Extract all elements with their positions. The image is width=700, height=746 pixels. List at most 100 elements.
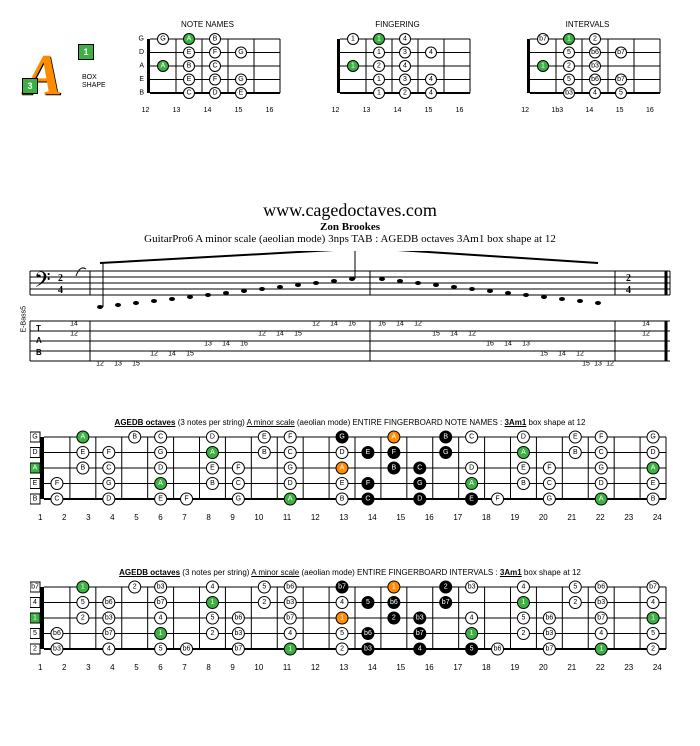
svg-text:b3: b3: [416, 615, 424, 622]
svg-text:G: G: [417, 480, 422, 487]
svg-text:5: 5: [573, 584, 577, 591]
svg-text:b7: b7: [649, 584, 657, 591]
mini-diagram-intervals: INTERVALSb7125b6b712b35b6b7b345121b31415…: [510, 20, 665, 114]
svg-text:14: 14: [558, 351, 566, 358]
svg-text:5: 5: [33, 630, 37, 637]
fullboard-header-notes: AGEDB octaves (3 notes per string) A min…: [30, 418, 670, 427]
svg-text:12: 12: [150, 351, 158, 358]
svg-text:1: 1: [470, 630, 474, 637]
svg-text:2: 2: [567, 63, 571, 70]
svg-text:5: 5: [262, 584, 266, 591]
notes-bar1: [76, 251, 355, 309]
svg-text:D: D: [340, 449, 345, 456]
svg-text:4: 4: [470, 615, 474, 622]
svg-text:b3: b3: [286, 599, 294, 606]
svg-text:b7: b7: [31, 584, 39, 591]
svg-text:b3: b3: [597, 599, 605, 606]
svg-text:D: D: [212, 90, 217, 97]
svg-text:12: 12: [312, 321, 320, 328]
svg-text:1: 1: [288, 646, 292, 653]
svg-text:1: 1: [33, 615, 37, 622]
svg-text:b3: b3: [468, 584, 476, 591]
svg-text:14: 14: [330, 321, 338, 328]
svg-text:b6: b6: [591, 49, 599, 56]
svg-text:C: C: [106, 465, 111, 472]
svg-text:G: G: [158, 449, 163, 456]
svg-text:1: 1: [651, 615, 655, 622]
svg-text:b6: b6: [105, 599, 113, 606]
svg-text:15: 15: [540, 351, 548, 358]
svg-text:2: 2: [33, 646, 37, 653]
svg-text:b6: b6: [545, 615, 553, 622]
svg-text:A: A: [187, 36, 192, 43]
svg-text:2: 2: [58, 273, 63, 284]
svg-text:G: G: [106, 480, 111, 487]
svg-text:5: 5: [567, 76, 571, 83]
svg-text:13: 13: [204, 341, 212, 348]
fret-numbers: 123456789101112131415161718192021222324: [38, 513, 662, 522]
svg-text:b7: b7: [338, 584, 346, 591]
svg-text:E: E: [139, 76, 144, 83]
svg-text:3: 3: [403, 76, 407, 83]
svg-text:G: G: [547, 496, 552, 503]
svg-text:C: C: [236, 480, 241, 487]
svg-text:4: 4: [403, 36, 407, 43]
svg-text:B: B: [521, 480, 526, 487]
svg-text:14: 14: [70, 321, 78, 328]
svg-text:G: G: [443, 449, 448, 456]
svg-text:C: C: [547, 480, 552, 487]
svg-text:b3: b3: [234, 630, 242, 637]
svg-text:4: 4: [403, 63, 407, 70]
svg-text:b6: b6: [183, 646, 191, 653]
music-staff: E-Bass5 𝄢 2 4 2 4: [10, 251, 690, 381]
svg-text:D: D: [417, 496, 422, 503]
svg-text:4: 4: [288, 630, 292, 637]
svg-text:E: E: [239, 90, 244, 97]
svg-text:16: 16: [378, 321, 386, 328]
svg-text:1: 1: [377, 76, 381, 83]
svg-text:14: 14: [222, 341, 230, 348]
svg-text:b7: b7: [545, 646, 553, 653]
svg-text:B: B: [651, 496, 656, 503]
svg-text:5: 5: [81, 599, 85, 606]
svg-text:5: 5: [211, 615, 215, 622]
svg-text:4: 4: [159, 615, 163, 622]
svg-text:B: B: [33, 496, 38, 503]
svg-text:1: 1: [81, 584, 85, 591]
svg-text:A: A: [210, 449, 215, 456]
svg-text:b7: b7: [597, 615, 605, 622]
svg-text:B: B: [81, 465, 86, 472]
svg-text:2: 2: [651, 646, 655, 653]
svg-text:C: C: [417, 465, 422, 472]
svg-text:1: 1: [159, 630, 163, 637]
svg-text:b3: b3: [53, 646, 61, 653]
svg-text:E: E: [366, 449, 371, 456]
svg-text:F: F: [236, 465, 240, 472]
svg-text:F: F: [599, 434, 603, 441]
svg-text:b3: b3: [591, 63, 599, 70]
svg-text:4: 4: [58, 285, 63, 296]
svg-text:B: B: [36, 348, 42, 357]
svg-text:B: B: [392, 465, 397, 472]
staff-instrument-label: E-Bass5: [21, 306, 28, 333]
svg-text:B: B: [573, 449, 578, 456]
mini-diagram-fingering: FINGERING1141341241341241213141516: [320, 20, 475, 114]
svg-text:D: D: [32, 449, 37, 456]
svg-text:C: C: [469, 434, 474, 441]
svg-text:4: 4: [211, 584, 215, 591]
svg-text:F: F: [55, 480, 59, 487]
svg-text:b3: b3: [364, 646, 372, 653]
svg-text:2: 2: [340, 646, 344, 653]
svg-text:G: G: [32, 434, 37, 441]
svg-text:4: 4: [593, 90, 597, 97]
svg-text:b7: b7: [442, 599, 450, 606]
svg-text:4: 4: [522, 584, 526, 591]
svg-text:1: 1: [567, 36, 571, 43]
svg-text:4: 4: [599, 630, 603, 637]
music-subtitle: GuitarPro6 A minor scale (aeolian mode) …: [0, 233, 700, 245]
svg-text:E: E: [573, 434, 578, 441]
logo-box-shape: A 1 3 BOX SHAPE: [24, 46, 104, 116]
svg-text:5: 5: [522, 615, 526, 622]
logo-box-1: 1: [78, 44, 94, 60]
svg-text:E: E: [262, 434, 267, 441]
